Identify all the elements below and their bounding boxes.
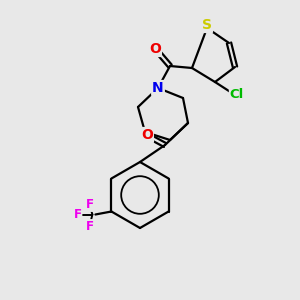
- Text: F: F: [74, 208, 81, 221]
- Text: S: S: [202, 18, 212, 32]
- Text: F: F: [85, 220, 93, 233]
- Text: O: O: [149, 42, 161, 56]
- Text: N: N: [152, 81, 164, 95]
- Text: F: F: [85, 198, 93, 211]
- Text: Cl: Cl: [230, 88, 244, 101]
- Text: O: O: [141, 128, 153, 142]
